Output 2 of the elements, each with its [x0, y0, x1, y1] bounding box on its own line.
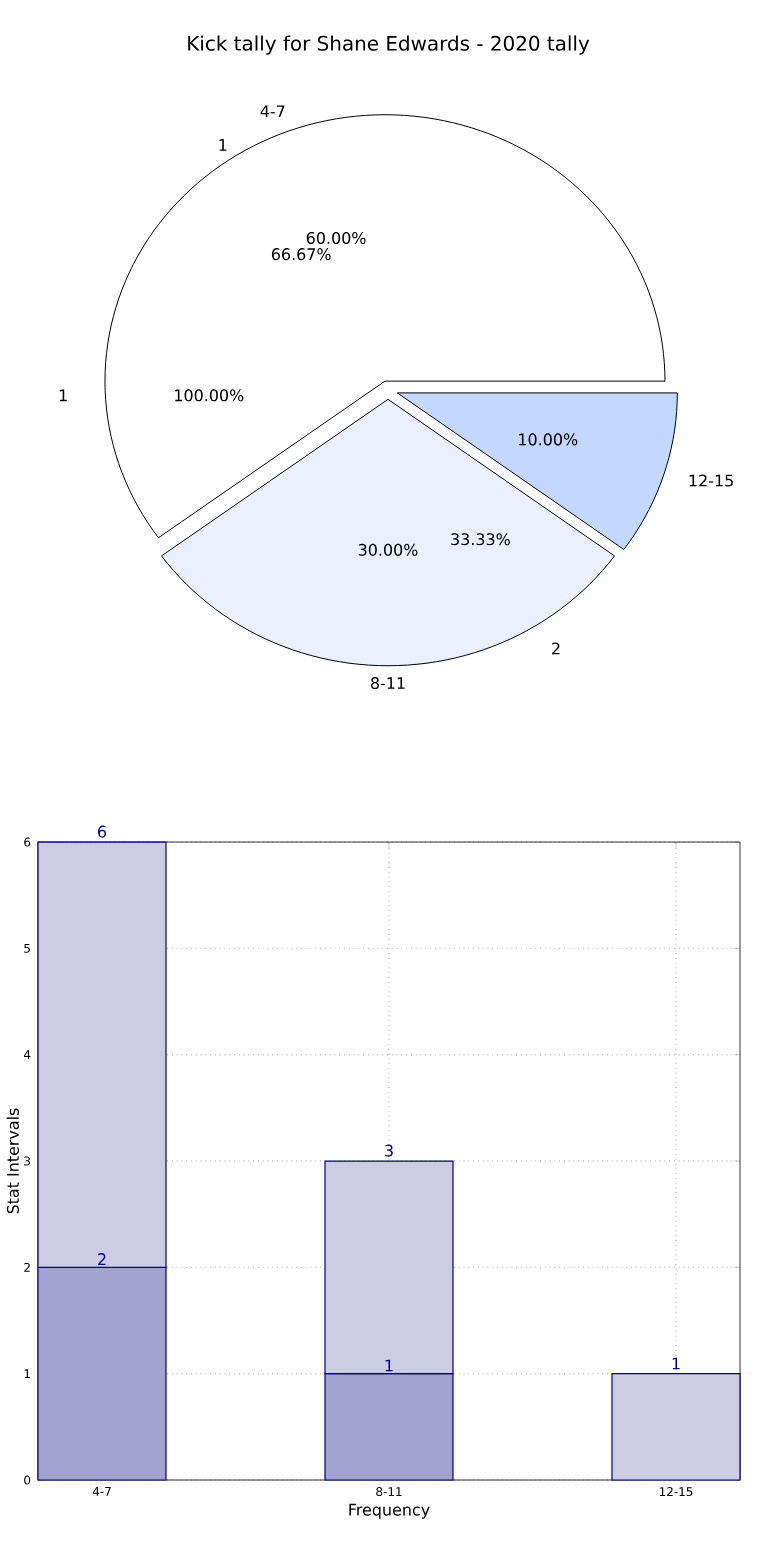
- chart-title: Kick tally for Shane Edwards - 2020 tally: [188, 35, 590, 55]
- bar: [611, 1373, 741, 1481]
